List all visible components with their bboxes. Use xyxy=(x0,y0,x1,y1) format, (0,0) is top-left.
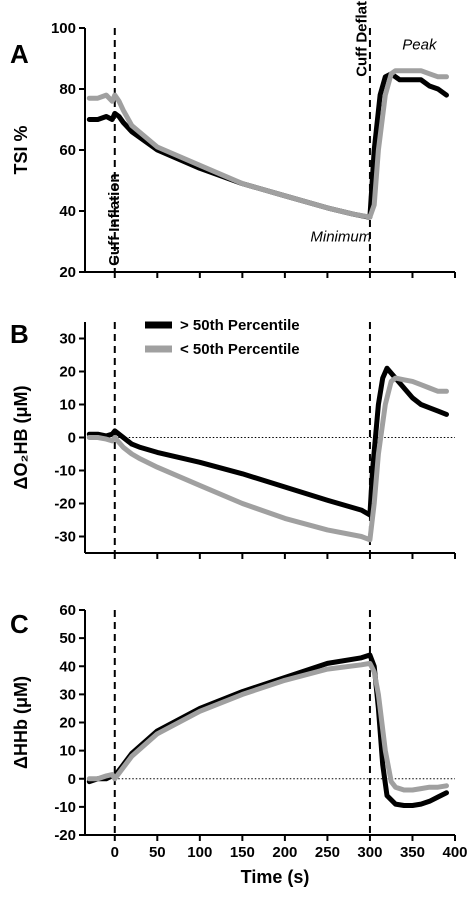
y-tick-label: 30 xyxy=(59,331,76,348)
series-line-above xyxy=(86,71,449,220)
y-axis-title: ΔHHb (μM) xyxy=(11,676,31,769)
x-tick-label: 200 xyxy=(272,844,297,861)
y-tick-label: 100 xyxy=(51,20,76,37)
series-line-below xyxy=(86,375,449,543)
x-tick-label: 0 xyxy=(111,844,119,861)
series-line-below xyxy=(86,660,449,793)
y-axis-title: ΔO₂HB (μM) xyxy=(11,386,31,490)
x-axis-title: Time (s) xyxy=(241,867,310,887)
y-tick-label: -10 xyxy=(54,463,76,480)
x-tick-label: 250 xyxy=(315,844,340,861)
y-tick-label: 80 xyxy=(59,81,76,98)
annotation: Cuff Deflation xyxy=(354,0,371,77)
panel-a: A TSI % 20 40 60 80 100 Cuff Inflation Cuff Defl… xyxy=(10,0,456,281)
x-tick-label: 350 xyxy=(400,844,425,861)
y-tick-label: 0 xyxy=(68,430,76,447)
y-tick-label: 40 xyxy=(59,203,76,220)
y-tick-label: -30 xyxy=(54,529,76,546)
panel-letter: C xyxy=(10,609,29,639)
y-tick-label: 20 xyxy=(59,364,76,381)
y-tick-label: 10 xyxy=(59,397,76,414)
panel-c: C ΔHHb (μM) -20 -10 0 10 20 30 40 50 60 0 50 100 150 20… xyxy=(10,602,468,887)
panel-letter: A xyxy=(10,39,29,69)
x-tick-label: 300 xyxy=(357,844,382,861)
legend: > 50th Percentile < 50th Percentile xyxy=(145,317,300,358)
x-tick-label: 400 xyxy=(442,844,467,861)
y-tick-label: 60 xyxy=(59,602,76,619)
annotation: Minimum xyxy=(310,229,371,246)
panel-letter: B xyxy=(10,319,29,349)
series-line-below xyxy=(86,68,449,220)
x-tick-label: 50 xyxy=(149,844,166,861)
x-tick-label: 100 xyxy=(187,844,212,861)
y-tick-label: 50 xyxy=(59,630,76,647)
y-tick-label: 20 xyxy=(59,264,76,281)
legend-label: < 50th Percentile xyxy=(180,341,300,358)
y-axis-title: TSI % xyxy=(11,125,31,174)
x-tick-label: 150 xyxy=(230,844,255,861)
annotation: Cuff Inflation xyxy=(106,173,123,265)
y-tick-label: 20 xyxy=(59,715,76,732)
y-tick-label: 40 xyxy=(59,658,76,675)
y-tick-label: 30 xyxy=(59,686,76,703)
series-line-above xyxy=(86,365,449,518)
legend-label: > 50th Percentile xyxy=(180,317,300,334)
y-tick-label: -10 xyxy=(54,799,76,816)
annotation: Peak xyxy=(402,36,438,53)
y-tick-label: -20 xyxy=(54,827,76,844)
y-tick-label: 10 xyxy=(59,743,76,760)
y-tick-label: 60 xyxy=(59,142,76,159)
y-tick-label: -20 xyxy=(54,496,76,513)
y-tick-label: 0 xyxy=(68,771,76,788)
panel-b: B ΔO₂HB (μM) -30 -20 -10 0 10 20 30 > 50th Percen… xyxy=(10,317,456,559)
